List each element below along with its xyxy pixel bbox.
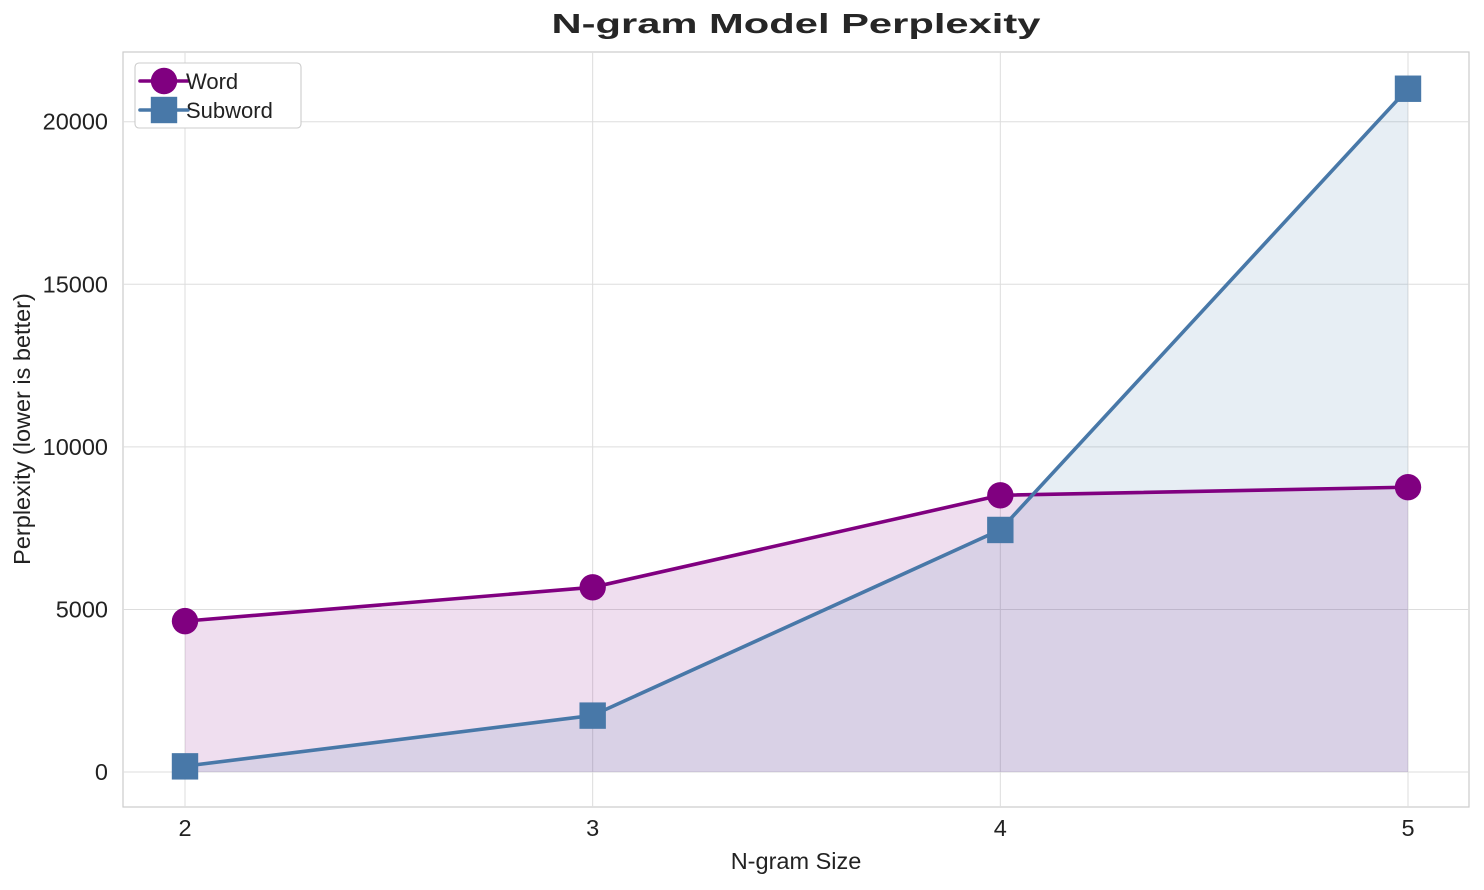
svg-text:Word: Word: [186, 69, 238, 94]
svg-text:Subword: Subword: [186, 98, 273, 123]
svg-text:10000: 10000: [43, 434, 108, 460]
svg-text:5: 5: [1401, 815, 1414, 841]
svg-text:2: 2: [178, 815, 191, 841]
svg-text:N-gram Model Perplexity: N-gram Model Perplexity: [551, 8, 1040, 40]
svg-text:N-gram Size: N-gram Size: [731, 848, 862, 874]
svg-text:3: 3: [586, 815, 599, 841]
svg-text:15000: 15000: [43, 271, 108, 297]
svg-text:4: 4: [994, 815, 1007, 841]
svg-text:Perplexity (lower is better): Perplexity (lower is better): [9, 293, 35, 565]
svg-text:5000: 5000: [56, 597, 108, 623]
svg-text:20000: 20000: [43, 109, 108, 135]
svg-text:0: 0: [95, 759, 108, 785]
